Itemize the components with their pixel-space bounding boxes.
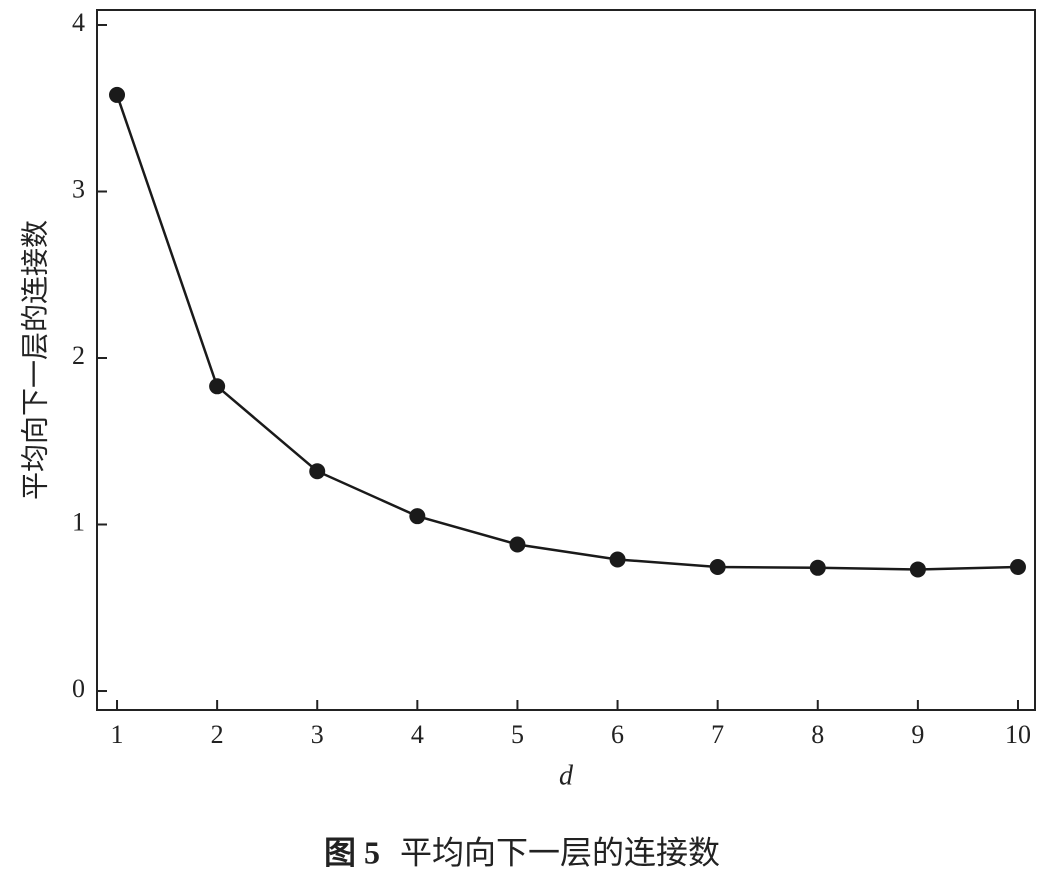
- point: [409, 508, 426, 525]
- plot-frame: [96, 9, 1036, 711]
- x-axis-label: d: [559, 760, 574, 791]
- line: [115, 94, 1019, 571]
- x-tick-label: 8: [811, 720, 824, 749]
- point: [1009, 558, 1026, 575]
- y-axis-label: 平均向下一层的连接数: [19, 220, 51, 500]
- point: [109, 86, 126, 103]
- point: [709, 558, 726, 575]
- x-tick-label: 4: [411, 720, 424, 749]
- caption-title: 平均向下一层的连接数: [400, 834, 720, 870]
- x-tick-label: 10: [1005, 720, 1031, 749]
- point: [609, 551, 626, 568]
- x-tick-label: 5: [511, 720, 524, 749]
- point: [309, 463, 326, 480]
- y-tick-label: 3: [72, 174, 85, 203]
- caption-label: 图 5: [324, 834, 380, 870]
- x-tick-label: 7: [711, 720, 724, 749]
- x-tick-label: 1: [111, 720, 124, 749]
- x-tick-label: 3: [311, 720, 324, 749]
- point: [209, 378, 226, 395]
- x-tick-label: 2: [211, 720, 224, 749]
- point: [509, 536, 526, 553]
- point: [909, 561, 926, 578]
- point: [809, 559, 826, 576]
- y-tick-label: 4: [72, 8, 85, 37]
- y-tick-label: 2: [72, 341, 85, 370]
- x-tick-label: 6: [611, 720, 624, 749]
- y-tick-label: 0: [72, 674, 85, 703]
- x-tick-label: 9: [911, 720, 924, 749]
- y-tick-label: 1: [72, 507, 85, 536]
